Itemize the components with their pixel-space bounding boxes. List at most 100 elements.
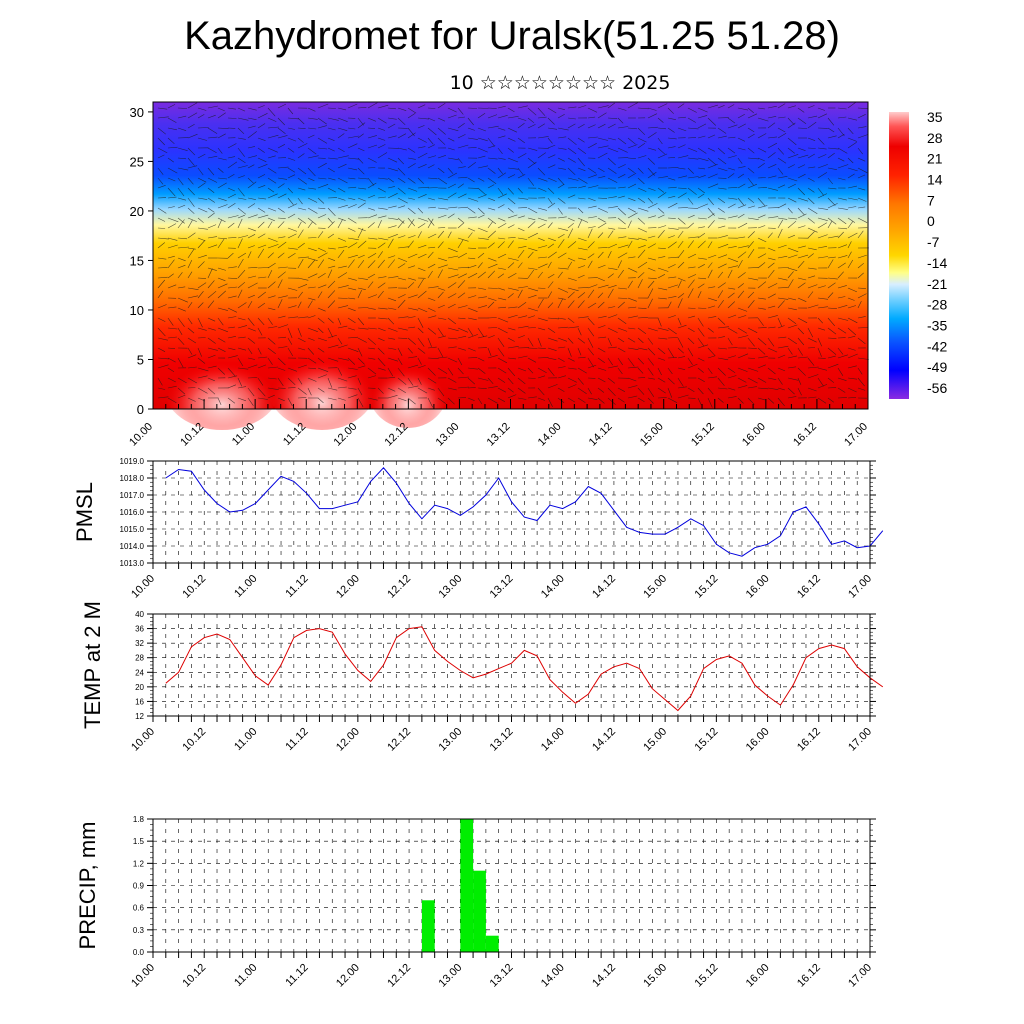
wind-vector — [547, 144, 556, 149]
wind-vector — [327, 257, 336, 261]
wind-vector — [247, 337, 256, 344]
wind-vector — [847, 377, 858, 380]
wind-vector — [237, 175, 245, 179]
wind-vector — [417, 104, 426, 109]
wind-vector — [817, 397, 827, 404]
wind-vector — [397, 257, 408, 262]
wind-vector — [547, 164, 556, 169]
wind-vector — [597, 387, 605, 393]
wind-vector — [267, 394, 275, 399]
wind-vector — [367, 222, 375, 229]
wind-vector — [277, 367, 286, 371]
wind-vector — [367, 207, 375, 211]
wind-vector — [167, 237, 178, 241]
wind-vector — [397, 217, 405, 224]
wind-vector — [647, 132, 657, 139]
wind-vector — [487, 317, 497, 319]
wind-vector — [167, 306, 177, 309]
wind-vector — [657, 297, 667, 300]
wind-vector — [517, 215, 525, 219]
wind-vector — [857, 367, 863, 375]
wind-vector — [577, 247, 588, 251]
wind-vector — [557, 271, 563, 279]
wind-vector — [687, 236, 699, 239]
wind-vector — [357, 197, 366, 202]
wind-vector — [377, 152, 388, 159]
wind-vector — [457, 273, 467, 279]
wind-vector — [637, 142, 646, 149]
wind-vector — [517, 137, 525, 144]
wind-vector — [337, 265, 347, 269]
wind-vector — [797, 117, 807, 124]
wind-vector — [617, 236, 627, 239]
wind-vector — [227, 384, 237, 389]
wind-vector — [337, 147, 345, 153]
wind-vector — [547, 154, 556, 159]
wind-vector — [197, 114, 205, 119]
wind-vector — [337, 117, 348, 122]
wind-vector — [307, 300, 313, 309]
wind-vector — [547, 347, 557, 351]
wind-vector — [667, 195, 676, 199]
wind-vector — [467, 137, 478, 140]
wind-vector — [487, 197, 496, 201]
wind-vector — [287, 107, 294, 115]
wind-vector — [377, 327, 386, 332]
wind-vector — [397, 157, 405, 165]
wind-vector — [227, 187, 235, 192]
wind-vector — [437, 397, 446, 404]
wind-vector — [627, 207, 636, 213]
wind-vector — [647, 113, 658, 119]
wind-vector — [447, 213, 455, 219]
wind-vector — [637, 227, 648, 233]
wind-vector — [597, 397, 605, 404]
wind-vector — [197, 387, 208, 394]
wind-vector — [237, 252, 247, 259]
wind-vector — [697, 107, 708, 113]
wind-vector — [527, 221, 536, 229]
wind-vector — [247, 300, 253, 309]
wind-vector — [397, 235, 406, 239]
wind-vector — [597, 152, 608, 159]
wind-vector — [397, 133, 407, 139]
wind-vector — [757, 237, 767, 243]
wind-vector — [557, 366, 566, 369]
wind-vector — [497, 397, 506, 402]
wind-vector — [817, 107, 826, 111]
wind-vector — [377, 219, 382, 229]
wind-vector — [197, 254, 207, 259]
wind-vector — [187, 377, 198, 384]
wind-vector — [717, 147, 725, 155]
wind-vector — [317, 284, 327, 289]
wind-vector — [217, 307, 228, 311]
x-tick-label: 11.00 — [232, 573, 259, 600]
wind-vector — [847, 141, 857, 149]
wind-vector — [217, 147, 223, 154]
wind-vector — [547, 243, 555, 249]
wind-vector — [837, 347, 844, 355]
wind-vector — [437, 335, 446, 339]
wind-vector — [677, 103, 685, 109]
wind-vector — [537, 387, 545, 396]
wind-vector — [487, 137, 495, 147]
wind-vector — [287, 397, 293, 407]
wind-vector — [577, 147, 587, 154]
wind-vector — [807, 304, 819, 309]
wind-vector — [687, 197, 694, 205]
wind-vector — [307, 221, 313, 229]
wind-vector — [177, 127, 187, 131]
wind-vector — [177, 394, 186, 399]
wind-vector — [677, 187, 687, 189]
wind-vector — [597, 264, 606, 269]
wind-vector — [487, 347, 492, 357]
wind-vector — [237, 137, 246, 140]
wind-vector — [417, 164, 427, 169]
wind-vector — [767, 293, 776, 299]
x-tick-label: 16.00 — [744, 573, 772, 601]
wind-vector — [367, 281, 374, 289]
wind-vector — [477, 112, 486, 119]
x-tick-label: 16.12 — [795, 962, 823, 990]
wind-vector — [757, 307, 766, 310]
wind-vector — [167, 397, 177, 404]
wind-vector — [517, 123, 525, 129]
